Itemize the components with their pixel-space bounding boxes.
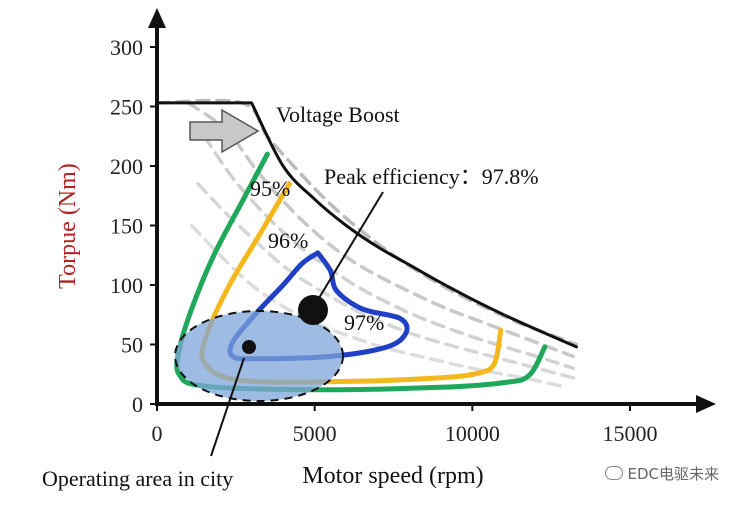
y-tick-label-200: 200: [110, 154, 143, 179]
y-axis-arrow: [148, 8, 166, 28]
efficiency-contour-dashed-3: [202, 134, 575, 371]
x-tick-label-10000: 10000: [445, 421, 500, 446]
y-tick-label-50: 50: [121, 333, 143, 358]
y-tick-label-250: 250: [110, 95, 143, 120]
y-tick-label-300: 300: [110, 35, 143, 60]
voltage-boost-arrow: [189, 108, 260, 154]
city-area-label: Operating area in city: [42, 466, 233, 491]
wechat-icon: [605, 466, 624, 480]
peak-leader-line: [318, 191, 384, 299]
efficiency-contour-dashed-4: [196, 182, 575, 380]
efficiency-label-96: 96%: [268, 228, 308, 253]
city-operating-area: [174, 310, 344, 402]
x-axis-arrow: [696, 395, 716, 413]
watermark-text: EDC电驱未来: [627, 465, 719, 483]
peak-efficiency-label: Peak efficiency：97.8%: [324, 164, 539, 189]
voltage-boost-label: Voltage Boost: [276, 102, 400, 127]
peak-point: [298, 295, 328, 325]
y-tick-label-150: 150: [110, 214, 143, 239]
efficiency-contour-dashed-5: [189, 223, 569, 390]
city-leader-line: [210, 357, 245, 457]
efficiency-label-97: 97%: [344, 310, 384, 335]
y-axis-label: Torpue (Nm): [55, 163, 81, 289]
torque-speed-envelope: [155, 101, 578, 349]
y-tick-label-100: 100: [110, 273, 143, 298]
y-tick-label-0: 0: [132, 392, 143, 417]
x-tick-label-0: 0: [152, 421, 163, 446]
city-point: [242, 340, 256, 354]
x-tick-label-5000: 5000: [293, 421, 337, 446]
watermark: EDC电驱未来: [605, 463, 719, 484]
x-axis-label: Motor speed (rpm): [302, 463, 483, 489]
efficiency-label-95: 95%: [250, 176, 290, 201]
x-tick-label-15000: 15000: [603, 421, 658, 446]
